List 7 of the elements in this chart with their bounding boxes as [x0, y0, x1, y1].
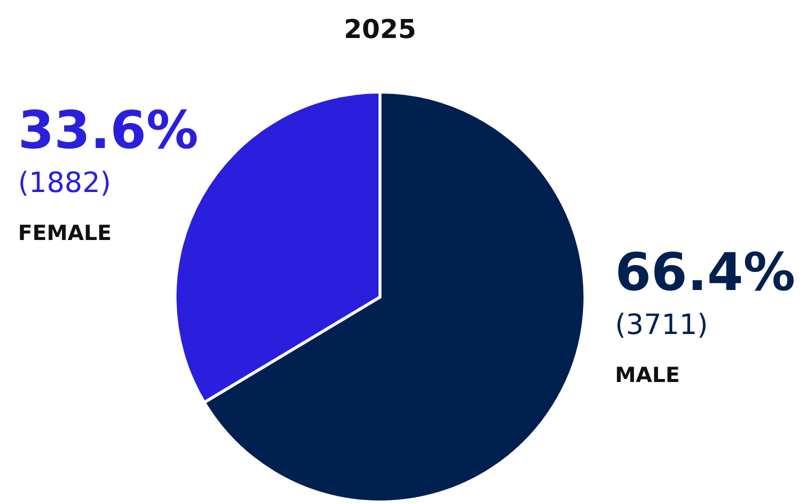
chart-title: 2025: [344, 15, 416, 45]
data-label: 33.6%: [18, 101, 198, 161]
text: (3711): [615, 308, 708, 341]
data-label: 66.4%: [615, 243, 796, 303]
text: (1882): [18, 166, 112, 199]
slice-label: FEMALE: [18, 221, 112, 245]
slice-label: MALE: [615, 363, 680, 387]
